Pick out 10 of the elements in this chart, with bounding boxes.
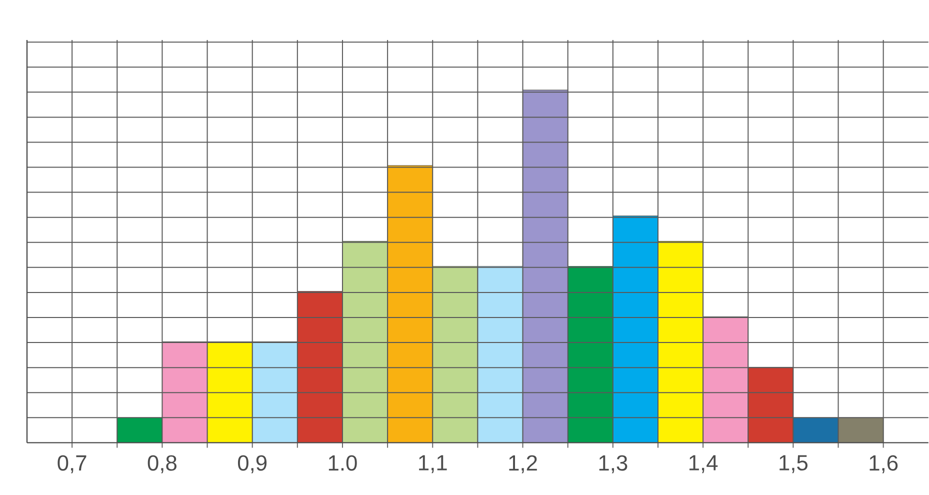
x-tick-label: 0,8	[148, 455, 176, 474]
x-tick-label: 1,6	[870, 455, 898, 474]
x-tick-label: 1,3	[599, 455, 628, 474]
x-tick-label: 1,1	[419, 455, 447, 474]
x-tick-label: 1,2	[509, 455, 537, 474]
x-tick-label: 1.0	[328, 455, 357, 471]
x-tick-label: 1,4	[689, 455, 718, 474]
x-tick-label: 0,9	[238, 455, 267, 474]
x-tick-label: 0,7	[58, 455, 86, 474]
x-tick-label: 1,5	[780, 455, 808, 474]
